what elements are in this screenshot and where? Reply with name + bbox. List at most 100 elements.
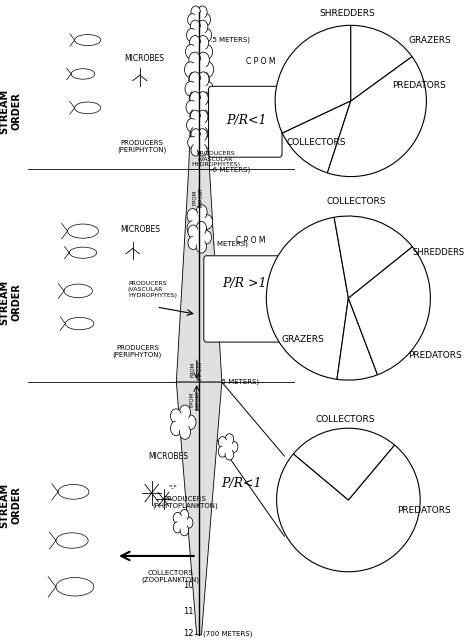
Circle shape [190, 37, 201, 50]
Circle shape [225, 434, 234, 445]
Circle shape [193, 135, 205, 150]
Circle shape [192, 60, 206, 79]
Circle shape [189, 72, 201, 87]
Circle shape [186, 100, 197, 114]
Circle shape [202, 62, 214, 78]
Circle shape [180, 525, 189, 536]
Text: 6: 6 [188, 378, 193, 387]
Ellipse shape [71, 69, 95, 79]
Polygon shape [189, 40, 210, 169]
Text: 2: 2 [188, 97, 193, 106]
Circle shape [188, 137, 197, 149]
Ellipse shape [64, 284, 92, 297]
Circle shape [189, 52, 201, 68]
Ellipse shape [65, 317, 94, 329]
Circle shape [201, 215, 213, 229]
Circle shape [193, 229, 205, 246]
Text: PREDATORS: PREDATORS [397, 506, 451, 515]
Text: COLLECTORS: COLLECTORS [287, 138, 346, 147]
Circle shape [180, 510, 189, 520]
Circle shape [173, 512, 182, 524]
Circle shape [201, 13, 210, 26]
Text: PREDATORS: PREDATORS [408, 351, 461, 360]
Circle shape [201, 100, 212, 114]
Wedge shape [328, 56, 427, 176]
Ellipse shape [75, 35, 100, 46]
Text: SHREDDERS: SHREDDERS [412, 249, 465, 258]
Wedge shape [334, 216, 412, 298]
Wedge shape [275, 25, 351, 133]
Text: PRODUCERS
(PHYTOPLANKTON): PRODUCERS (PHYTOPLANKTON) [152, 495, 218, 509]
Text: IMPORT: IMPORT [198, 187, 203, 208]
Text: STREAM
ORDER: STREAM ORDER [0, 88, 21, 133]
Circle shape [228, 304, 236, 315]
Ellipse shape [56, 533, 88, 548]
Circle shape [184, 62, 196, 78]
Circle shape [222, 440, 233, 454]
Text: GRAZERS: GRAZERS [409, 36, 452, 45]
Circle shape [173, 522, 182, 533]
Text: 9: 9 [188, 541, 193, 550]
Circle shape [198, 20, 208, 33]
Circle shape [187, 221, 198, 235]
Text: 8: 8 [188, 492, 193, 501]
Text: MICROBES: MICROBES [148, 452, 188, 461]
Circle shape [196, 204, 207, 219]
Circle shape [193, 12, 205, 27]
Circle shape [180, 425, 191, 439]
Wedge shape [283, 101, 351, 173]
Circle shape [188, 225, 198, 238]
Text: 4: 4 [188, 239, 193, 248]
Text: COLLECTORS
(ZOOPLANKTON): COLLECTORS (ZOOPLANKTON) [142, 570, 200, 583]
Circle shape [201, 137, 210, 149]
Ellipse shape [58, 485, 89, 499]
Circle shape [198, 110, 208, 124]
Text: COLLECTORS: COLLECTORS [315, 415, 374, 424]
Circle shape [184, 517, 193, 528]
Text: IMPORT: IMPORT [196, 389, 201, 410]
Text: PRODUCERS
(VASCULAR
HYDROPHYTES): PRODUCERS (VASCULAR HYDROPHYTES) [128, 281, 177, 298]
Text: "-": "-" [169, 484, 177, 490]
Text: 12: 12 [183, 629, 193, 638]
Wedge shape [337, 298, 377, 380]
Circle shape [218, 437, 227, 447]
Text: MICROBES: MICROBES [120, 225, 160, 234]
Circle shape [191, 144, 201, 156]
Text: COLLECTORS: COLLECTORS [327, 197, 386, 206]
Text: C P O M: C P O M [237, 236, 266, 245]
Circle shape [198, 127, 208, 140]
Circle shape [201, 81, 213, 96]
Circle shape [192, 79, 206, 98]
Circle shape [235, 301, 243, 312]
Circle shape [187, 28, 197, 42]
Circle shape [191, 21, 201, 33]
Circle shape [201, 45, 213, 59]
Circle shape [171, 421, 182, 435]
Circle shape [191, 129, 201, 141]
Circle shape [239, 309, 247, 320]
Text: 10: 10 [183, 581, 193, 590]
Circle shape [190, 92, 201, 106]
Circle shape [187, 208, 198, 223]
Ellipse shape [56, 578, 94, 596]
Circle shape [228, 313, 236, 324]
Wedge shape [351, 25, 412, 101]
Circle shape [192, 99, 206, 116]
Circle shape [197, 52, 210, 68]
Circle shape [185, 81, 197, 96]
Text: 7: 7 [188, 436, 193, 445]
Ellipse shape [69, 247, 97, 258]
Wedge shape [266, 217, 348, 379]
Circle shape [187, 119, 197, 132]
Wedge shape [348, 247, 430, 375]
Text: (10 METERS): (10 METERS) [203, 240, 248, 247]
Circle shape [190, 110, 201, 124]
Circle shape [198, 21, 207, 33]
Text: FPOM: FPOM [190, 392, 194, 407]
Text: PREDATORS: PREDATORS [392, 81, 446, 90]
Text: SHREDDERS: SHREDDERS [319, 10, 375, 19]
Circle shape [198, 109, 208, 123]
Circle shape [177, 516, 188, 529]
Circle shape [232, 308, 242, 321]
Text: (0.5 METERS): (0.5 METERS) [203, 37, 250, 44]
